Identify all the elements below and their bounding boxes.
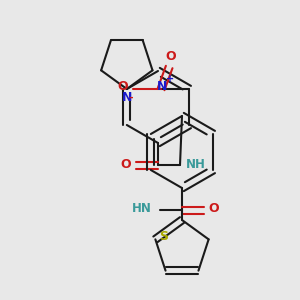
Text: O: O [166,50,176,64]
Text: O: O [121,158,131,170]
Text: -: - [129,93,134,103]
Text: N: N [157,80,167,94]
Text: S: S [159,230,168,243]
Text: HN: HN [132,202,152,215]
Text: O: O [209,202,219,215]
Text: +: + [166,74,174,84]
Text: O: O [118,80,128,94]
Text: NH: NH [186,158,206,170]
Text: N: N [122,91,132,104]
